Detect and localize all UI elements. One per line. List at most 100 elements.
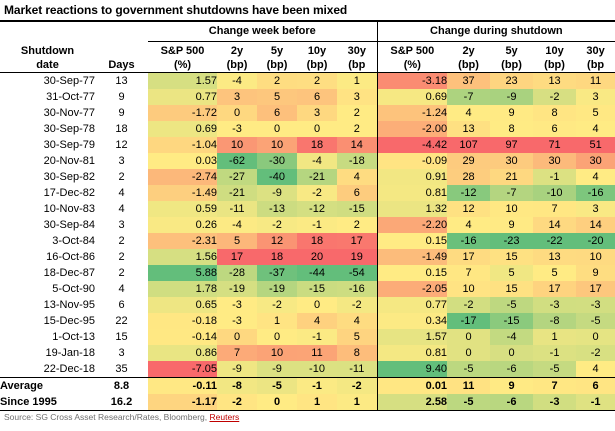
value-cell: 30 xyxy=(490,153,534,169)
value-cell: -15 xyxy=(337,201,378,217)
value-cell: 5 xyxy=(533,265,577,281)
group-header-during-shutdown: Change during shutdown xyxy=(376,21,615,42)
value-cell: 10 xyxy=(447,281,491,297)
date-cell: 30-Sep-84 xyxy=(43,219,95,231)
value-cell: 7 xyxy=(217,345,257,361)
days-cell: 4 xyxy=(118,203,125,215)
value-cell: 2 xyxy=(337,121,378,137)
value-cell: 21 xyxy=(490,169,534,185)
value-cell: 0 xyxy=(576,329,615,345)
value-cell: -2 xyxy=(217,394,257,411)
days-cell: 8.8 xyxy=(95,377,148,394)
date-cell: 1-Oct-13 xyxy=(52,331,95,343)
table-row: 30-Sep-77 13 1.57 -4 2 2 1 -3.18 37 23 13 11 xyxy=(0,72,615,89)
value-cell: 3 xyxy=(297,105,337,121)
value-cell: -2.05 xyxy=(376,281,448,297)
value-cell: -10 xyxy=(297,361,337,378)
value-cell: 15 xyxy=(490,249,534,265)
value-cell: -7 xyxy=(447,89,491,105)
value-cell: -0.11 xyxy=(148,377,217,394)
value-cell: 3 xyxy=(576,89,615,105)
value-cell: -4 xyxy=(217,72,257,89)
value-cell: 2 xyxy=(257,72,297,89)
column-header-row: Shutdown date Days S&P 500 (%) 2y (bp) 5… xyxy=(0,41,615,73)
value-cell: 4 xyxy=(576,169,615,185)
days-cell: 6 xyxy=(118,299,125,311)
value-cell: 6 xyxy=(297,89,337,105)
value-cell: 13 xyxy=(447,121,491,137)
value-cell: -2 xyxy=(257,217,297,233)
table-row: 1-Oct-13 15 -0.14 0 0 -1 5 1.57 0 -4 1 0 xyxy=(0,329,615,345)
value-cell: 2 xyxy=(337,105,378,121)
table-row: 16-Oct-86 2 1.56 17 18 20 19 -1.49 17 15 13 10 xyxy=(0,249,615,265)
value-cell: -12 xyxy=(447,185,491,201)
value-cell: 11 xyxy=(297,345,337,361)
value-cell: 1 xyxy=(337,394,378,411)
value-cell: -17 xyxy=(447,313,491,329)
value-cell: 2 xyxy=(297,72,337,89)
date-cell: 17-Dec-82 xyxy=(43,187,95,199)
value-cell: 0.81 xyxy=(376,185,448,201)
value-cell: 10 xyxy=(490,201,534,217)
column-header-10y-during: 10y (bp) xyxy=(533,41,577,73)
value-cell: -2.00 xyxy=(376,121,448,137)
days-cell: 9 xyxy=(118,91,125,103)
value-cell: -4 xyxy=(490,329,534,345)
value-cell: 5 xyxy=(257,89,297,105)
value-cell: -3 xyxy=(576,297,615,313)
value-cell: 0 xyxy=(297,121,337,137)
value-cell: -2.20 xyxy=(376,217,448,233)
value-cell: 4 xyxy=(297,313,337,329)
value-cell: -1 xyxy=(297,377,337,394)
value-cell: -3.18 xyxy=(376,72,448,89)
days-cell: 15 xyxy=(115,331,128,343)
reuters-link[interactable]: Reuters xyxy=(209,412,240,422)
value-cell: 8 xyxy=(337,345,378,361)
value-cell: -5 xyxy=(490,297,534,313)
value-cell: 19 xyxy=(337,249,378,265)
value-cell: 0.34 xyxy=(376,313,448,329)
value-cell: 0 xyxy=(257,394,297,411)
date-cell: 31-Oct-77 xyxy=(46,91,95,103)
group-header-row: Change week before Change during shutdow… xyxy=(0,21,615,42)
table-row: 22-Dec-18 35 -7.05 -9 -9 -10 -11 9.40 -5 -6 -5 4 xyxy=(0,361,615,378)
value-cell: -16 xyxy=(337,281,378,297)
value-cell: -11 xyxy=(337,361,378,378)
value-cell: 97 xyxy=(490,137,534,153)
value-cell: 8 xyxy=(490,121,534,137)
column-header-2y-during: 2y (bp) xyxy=(447,41,491,73)
value-cell: 10 xyxy=(257,345,297,361)
value-cell: 0.69 xyxy=(148,121,217,137)
value-cell: 2 xyxy=(337,217,378,233)
table-row: 15-Dec-95 22 -0.18 -3 1 4 4 0.34 -17 -15 -8 -5 xyxy=(0,313,615,329)
value-cell: -5 xyxy=(447,361,491,378)
days-cell: 22 xyxy=(115,315,128,327)
value-cell: -4.42 xyxy=(376,137,448,153)
column-header-5y-during: 5y (bp) xyxy=(490,41,534,73)
date-cell: 5-Oct-90 xyxy=(52,283,95,295)
value-cell: 17 xyxy=(576,281,615,297)
value-cell: -2 xyxy=(337,377,378,394)
value-cell: -27 xyxy=(217,169,257,185)
value-cell: -19 xyxy=(257,281,297,297)
value-cell: -28 xyxy=(217,265,257,281)
value-cell: -0.18 xyxy=(148,313,217,329)
value-cell: 0.65 xyxy=(148,297,217,313)
value-cell: 18 xyxy=(257,249,297,265)
value-cell: 9 xyxy=(490,377,534,394)
value-cell: -3 xyxy=(217,313,257,329)
value-cell: -9 xyxy=(217,361,257,378)
value-cell: 1 xyxy=(533,329,577,345)
value-cell: 0.26 xyxy=(148,217,217,233)
value-cell: 37 xyxy=(447,72,491,89)
days-cell: 12 xyxy=(115,139,128,151)
value-cell: 1.56 xyxy=(148,249,217,265)
value-cell: -1.17 xyxy=(148,394,217,411)
date-cell: 20-Nov-81 xyxy=(43,155,95,167)
value-cell: 0.69 xyxy=(376,89,448,105)
date-cell: 16-Oct-86 xyxy=(46,251,95,263)
value-cell: 0 xyxy=(447,329,491,345)
value-cell: 3 xyxy=(217,89,257,105)
value-cell: 3 xyxy=(576,201,615,217)
date-cell: 15-Dec-95 xyxy=(43,315,95,327)
